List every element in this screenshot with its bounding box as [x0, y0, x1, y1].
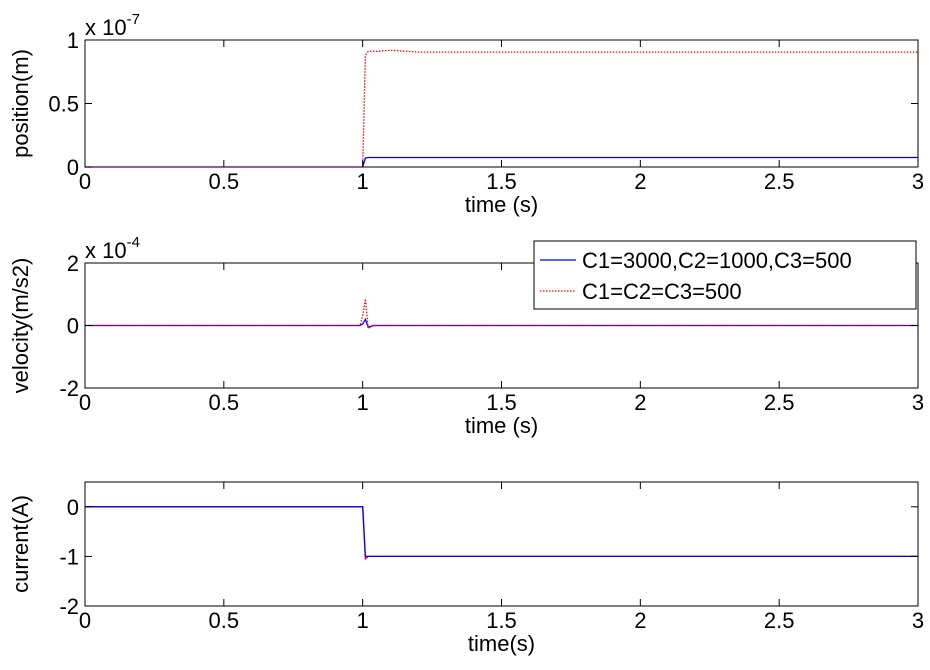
y-tick-label: 0 — [67, 155, 79, 180]
x-tick-label: 0 — [79, 390, 91, 415]
y-tick-label: 0 — [67, 314, 79, 339]
y-tick-label: 1 — [67, 28, 79, 53]
x-tick-label: 2 — [634, 390, 646, 415]
series-line-1 — [85, 506, 918, 558]
y-axis-label: position(m) — [8, 49, 33, 158]
x-tick-label: 0 — [79, 169, 91, 194]
x-tick-label: 0 — [79, 608, 91, 633]
y-tick-label: -2 — [59, 594, 79, 619]
y-axis-label: velocity(m/s2) — [8, 258, 33, 394]
x-axis-label: time (s) — [465, 413, 538, 438]
axes-box — [84, 39, 919, 168]
x-tick-label: 2 — [634, 169, 646, 194]
y-tick-label: 0.5 — [48, 92, 79, 117]
series-line-0 — [85, 317, 918, 328]
legend-label-1: C1=C2=C3=500 — [582, 279, 742, 304]
x-tick-label: 2.5 — [764, 169, 795, 194]
x-tick-label: 1 — [357, 169, 369, 194]
x-tick-label: 1 — [357, 608, 369, 633]
x-tick-label: 2.5 — [764, 390, 795, 415]
position-plot: 0 0.5 1 1.5 2 2.5 3 0 0.5 1 time (s) position(m) x 1… — [8, 11, 924, 217]
x-tick-label: 3 — [912, 390, 924, 415]
legend: C1=3000,C2=1000,C3=500 C1=C2=C3=500 — [533, 240, 917, 310]
y-tick-label: -1 — [59, 544, 79, 569]
axes-box — [84, 481, 919, 607]
x-axis-label: time (s) — [465, 192, 538, 217]
axis-exponent-label: x 10-7 — [85, 11, 140, 40]
x-tick-label: 2 — [634, 608, 646, 633]
axis-exponent-label: x 10-4 — [85, 234, 140, 263]
x-tick-label: 1.5 — [486, 608, 517, 633]
legend-box — [533, 240, 917, 310]
x-tick-label: 0.5 — [209, 169, 240, 194]
x-axis-label: time(s) — [468, 631, 535, 656]
y-tick-label: 0 — [67, 495, 79, 520]
x-tick-label: 2.5 — [764, 608, 795, 633]
x-tick-label: 1.5 — [486, 169, 517, 194]
x-tick-label: 0.5 — [209, 390, 240, 415]
y-tick-label: 2 — [67, 251, 79, 276]
legend-label-0: C1=3000,C2=1000,C3=500 — [582, 248, 852, 273]
y-tick-label: -2 — [59, 376, 79, 401]
current-plot: 0 0.5 1 1.5 2 2.5 3 -2 -1 0 time(s) current(A) — [8, 481, 924, 656]
x-tick-label: 1.5 — [486, 390, 517, 415]
x-tick-label: 1 — [357, 390, 369, 415]
x-tick-label: 3 — [912, 608, 924, 633]
x-tick-label: 0.5 — [209, 608, 240, 633]
y-axis-label: current(A) — [8, 495, 33, 593]
series-line-0 — [85, 156, 918, 168]
x-tick-label: 3 — [912, 169, 924, 194]
